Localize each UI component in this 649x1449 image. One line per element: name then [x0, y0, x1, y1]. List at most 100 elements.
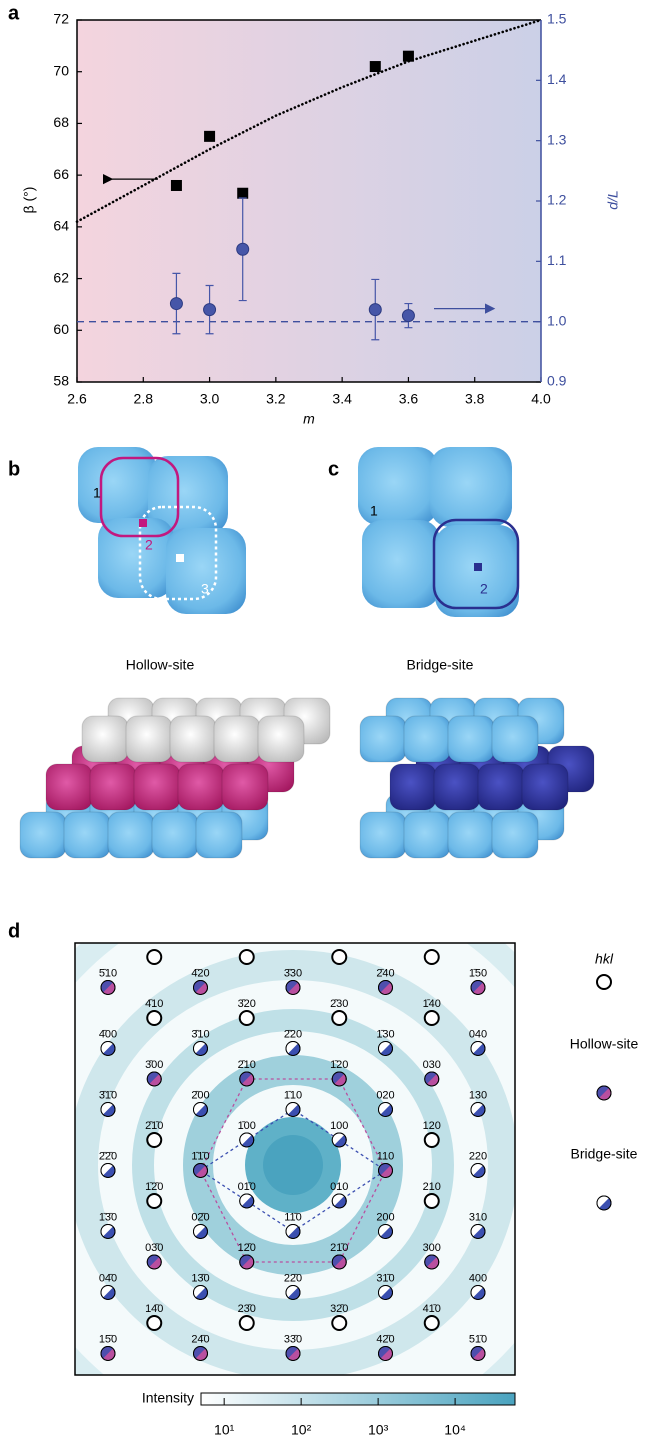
reflection-label: 32̄0 [330, 1303, 348, 1315]
caption: Hollow-site [126, 657, 195, 673]
reflection-marker [147, 1316, 161, 1330]
reflection-label: 4̄20 [191, 967, 209, 979]
legend-label: hkl [595, 951, 614, 967]
point [204, 131, 215, 142]
reflection-label: 03̄0 [145, 1242, 163, 1254]
reflection-label: 1̄20 [330, 1059, 348, 1071]
colorbar-tick-label: 10² [291, 1422, 312, 1438]
cube [126, 716, 172, 762]
y2-tick-label: 1.0 [547, 312, 567, 328]
intensity-map [0, 875, 593, 1449]
reflection-label: 1̄00 [238, 1120, 256, 1132]
y2-tick-label: 0.9 [547, 373, 567, 389]
reflection-label: 020 [376, 1089, 394, 1101]
reflection-label: 1̄30 [376, 1028, 394, 1040]
reflection-label: 3̄10 [191, 1028, 209, 1040]
x-tick-label: 3.2 [266, 391, 286, 407]
reflection-label: 2̄00 [191, 1089, 209, 1101]
cube [166, 528, 246, 614]
reflection-marker [425, 1194, 439, 1208]
y-tick-label: 72 [53, 11, 69, 27]
reflection-label: 400 [469, 1272, 487, 1284]
reflection-label: 120 [423, 1120, 441, 1132]
reflection-label: 2̄20 [284, 1028, 302, 1040]
cube [178, 764, 224, 810]
figure: a 2.62.83.03.23.43.63.84.058606264666870… [0, 0, 649, 1449]
colorbar-tick-label: 10¹ [214, 1422, 235, 1438]
point [237, 188, 248, 199]
colorbar-label: Intensity [142, 1390, 194, 1406]
reflection-marker [332, 950, 346, 964]
panel-label: a [8, 2, 20, 24]
reflection-label: 14̄0 [145, 1303, 163, 1315]
reflection-label: 04̄0 [99, 1272, 117, 1284]
reflection-marker [147, 1133, 161, 1147]
reflection-label: 3̄1̄0 [99, 1089, 117, 1101]
reflection-label: 2̄30 [330, 998, 348, 1010]
reflection-label: 4̄00 [99, 1028, 117, 1040]
cube [492, 812, 538, 858]
hollow-site-top-view [78, 447, 246, 614]
x-axis-label: m [303, 411, 315, 427]
site-label: 2 [145, 537, 153, 553]
y2-tick-label: 1.3 [547, 131, 567, 147]
cube [360, 716, 406, 762]
reflection-label: 2̄1̄0 [145, 1120, 163, 1132]
x-tick-label: 4.0 [531, 391, 551, 407]
site-marker [474, 563, 482, 571]
reflection-label: 13̄0 [191, 1272, 209, 1284]
point [237, 243, 249, 255]
y-tick-label: 62 [53, 269, 69, 285]
reflection-marker [425, 950, 439, 964]
reflection-label: 200 [376, 1211, 394, 1223]
reflection-label: 040 [469, 1028, 487, 1040]
site-label: 1 [370, 503, 378, 519]
point [170, 298, 182, 310]
reflection-marker [332, 1011, 346, 1025]
cube [222, 764, 268, 810]
reflection-label: 1̄1̄0 [191, 1150, 209, 1162]
reflection-label: 23̄0 [238, 1303, 256, 1315]
reflection-marker [240, 1011, 254, 1025]
reflection-label: 11̄0 [284, 1211, 302, 1223]
colorbar-tick-label: 10⁴ [444, 1422, 466, 1438]
site-label: 1 [93, 485, 101, 501]
cube [492, 716, 538, 762]
cube [404, 716, 450, 762]
map-core [263, 1135, 323, 1195]
site-label: 2 [480, 581, 488, 597]
reflection-label: 010 [330, 1181, 348, 1193]
panel-label: d [8, 920, 20, 942]
reflection-marker [425, 1316, 439, 1330]
y2-tick-label: 1.4 [547, 71, 567, 87]
cube [434, 764, 480, 810]
reflection-label: 3̄30 [284, 967, 302, 979]
y-tick-label: 66 [53, 166, 69, 182]
site-label: 3 [201, 581, 209, 597]
x-tick-label: 3.0 [200, 391, 220, 407]
cube [448, 716, 494, 762]
reflection-label: 01̄0 [238, 1181, 256, 1193]
reflection-label: 22̄0 [284, 1272, 302, 1284]
cube [46, 764, 92, 810]
reflection-marker [597, 975, 611, 989]
colorbar [201, 1393, 515, 1405]
cube [134, 764, 180, 810]
y-axis-label: β (°) [21, 187, 37, 214]
cube [20, 812, 66, 858]
reflection-label: 33̄0 [284, 1333, 302, 1345]
reflection-label: 31̄0 [376, 1272, 394, 1284]
reflection-label: 5̄10 [99, 967, 117, 979]
point [402, 310, 414, 322]
caption: Bridge-site [407, 657, 474, 673]
cube [90, 764, 136, 810]
reflection-label: 130 [469, 1089, 487, 1101]
reflection-label: 3̄00 [145, 1059, 163, 1071]
reflection-label: 4̄10 [145, 998, 163, 1010]
cube [64, 812, 110, 858]
reflection-label: 310 [469, 1211, 487, 1223]
reflection-marker [147, 1194, 161, 1208]
reflection-label: 15̄0 [99, 1333, 117, 1345]
cube [258, 716, 304, 762]
